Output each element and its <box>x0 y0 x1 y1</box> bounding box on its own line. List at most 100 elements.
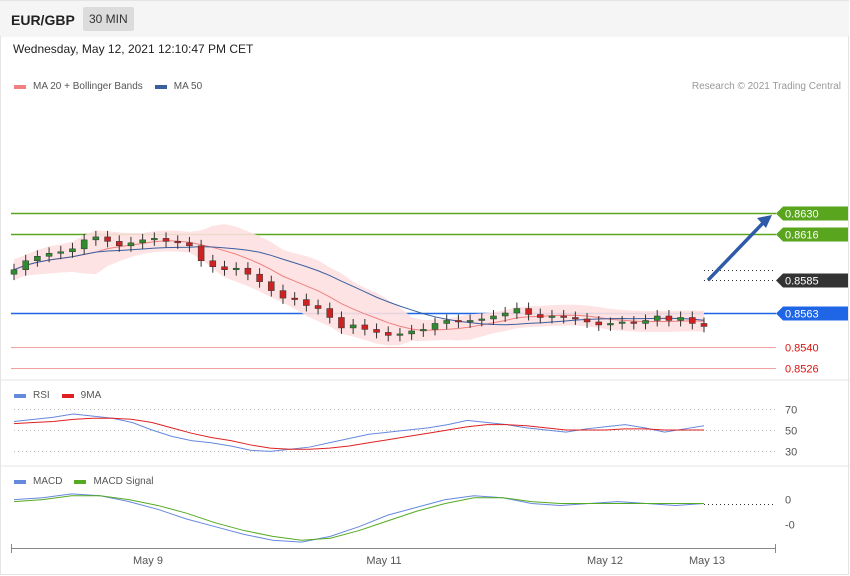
rsi-legend-swatch <box>14 393 26 398</box>
x-tick-label: May 11 <box>366 555 401 567</box>
candle-body <box>104 236 111 242</box>
candle-body <box>560 315 567 318</box>
level-badge <box>776 206 848 221</box>
candle-body <box>22 260 29 270</box>
candle-body <box>314 305 322 309</box>
candle-body <box>244 267 252 275</box>
rsi-tick-label: 30 <box>785 447 797 459</box>
timeframe-button[interactable]: 30 MIN <box>83 7 134 31</box>
credit-text: Research © 2021 Trading Central <box>691 81 841 92</box>
header-bar: EUR/GBP 30 MIN <box>0 0 849 37</box>
candle-body <box>57 251 65 254</box>
candle-body <box>642 320 649 324</box>
rsi9ma-legend-swatch <box>61 393 74 398</box>
level-badge <box>776 273 848 288</box>
level-badge <box>776 227 848 242</box>
candle-body <box>151 238 158 241</box>
candle-body <box>92 236 100 241</box>
ma50-legend-swatch <box>154 84 167 89</box>
candle-body <box>268 281 275 291</box>
candle-body <box>455 320 462 323</box>
candle-body <box>34 256 41 262</box>
macd-tick-label: -0 <box>785 520 795 532</box>
candle-body <box>303 299 310 306</box>
candle-body <box>186 242 193 247</box>
level-badge <box>776 306 848 321</box>
candle-body <box>478 318 486 321</box>
ma20-legend-label: MA 20 + Bollinger Bands <box>33 81 143 92</box>
candle-body <box>256 273 263 282</box>
candle-body <box>349 324 357 329</box>
macd-tick-label: 0 <box>785 495 791 507</box>
candle-body <box>396 333 404 336</box>
rsi-line <box>13 413 705 452</box>
candle-body <box>174 241 181 244</box>
candle-body <box>221 266 228 270</box>
candle-body <box>525 308 532 315</box>
macd-line <box>13 493 705 543</box>
candle-body <box>420 329 427 332</box>
candle-body <box>373 329 380 333</box>
candle-body <box>80 239 88 250</box>
candle-body <box>326 308 334 318</box>
candle-body <box>384 332 392 336</box>
level-label: 0.8526 <box>785 364 819 376</box>
level-label: 0.8563 <box>785 309 819 321</box>
rsi-legend-label: RSI <box>33 390 50 401</box>
price-panel[interactable]: 0.8630 0.8616 0.8585 0.8563 0.8540 0.8526 <box>10 206 848 376</box>
x-tick-label: May 12 <box>587 555 623 567</box>
rsi-9ma-line <box>13 417 704 450</box>
candle-body <box>689 317 696 324</box>
candle-body <box>595 321 602 326</box>
forecast-arrowhead <box>757 215 772 228</box>
candle-body <box>291 297 298 300</box>
level-label: 0.8616 <box>785 230 819 242</box>
candle-body <box>607 323 614 326</box>
candle-body <box>653 315 661 321</box>
candle-body <box>197 245 205 262</box>
bollinger-band <box>14 224 704 346</box>
candle-body <box>501 312 509 317</box>
candle-body <box>127 242 135 247</box>
macd-legend: MACD MACD Signal <box>14 476 165 487</box>
candle-body <box>139 239 146 244</box>
candle-body <box>209 260 217 267</box>
level-label: 0.8585 <box>785 276 819 288</box>
rsi-legend: RSI 9MA <box>14 390 113 401</box>
candle-body <box>618 321 626 324</box>
candle-body <box>537 314 544 318</box>
candle-body <box>408 330 415 335</box>
candle-body <box>279 290 287 299</box>
x-axis: May 9 May 11 May 12 May 13 <box>11 544 776 567</box>
candle-body <box>572 317 579 320</box>
macd-legend-swatch <box>14 479 26 484</box>
candle-body <box>338 317 345 329</box>
candle-body <box>232 267 240 270</box>
candle-body <box>443 320 450 324</box>
candle-body <box>162 238 170 242</box>
level-label: 0.8630 <box>785 209 819 221</box>
candle-body <box>10 269 18 275</box>
datetime-label: Wednesday, May 12, 2021 12:10:47 PM CET <box>13 42 254 56</box>
candle-body <box>513 308 521 314</box>
x-tick-label: May 9 <box>133 555 163 567</box>
rsi9ma-legend-label: 9MA <box>80 390 102 401</box>
rsi-tick-label: 50 <box>785 426 797 438</box>
x-tick-label: May 13 <box>689 555 725 567</box>
candle-body <box>548 315 556 318</box>
macd-signal-line <box>13 495 704 541</box>
candle-body <box>583 318 591 323</box>
candle-body <box>700 323 708 327</box>
rsi-panel[interactable]: 70 50 30 <box>13 405 797 459</box>
instrument-title: EUR/GBP <box>11 12 75 28</box>
candle-body <box>665 315 673 321</box>
macd-legend-label: MACD <box>33 476 63 487</box>
candle-body <box>69 248 76 253</box>
macd-panel[interactable]: 0 -0 <box>13 493 795 543</box>
ma20-legend-swatch <box>14 84 26 89</box>
candle-body <box>45 253 53 257</box>
candle-body <box>431 323 439 330</box>
price-legend: MA 20 + Bollinger Bands MA 50 <box>14 81 214 92</box>
rsi-tick-label: 70 <box>785 405 797 417</box>
